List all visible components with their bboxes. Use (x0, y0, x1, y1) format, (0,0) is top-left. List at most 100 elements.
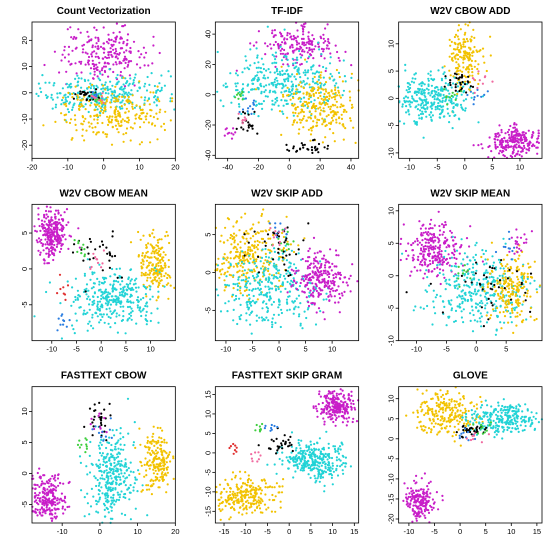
data-point (253, 111, 255, 113)
data-point (112, 63, 114, 65)
data-point (247, 83, 249, 85)
data-point (446, 246, 448, 248)
x-tick-label: 0 (277, 345, 281, 354)
data-point (114, 113, 116, 115)
data-point (460, 44, 462, 46)
data-point (94, 291, 96, 293)
data-point (296, 29, 298, 31)
data-point (434, 224, 436, 226)
data-point (481, 147, 483, 149)
data-point (468, 292, 470, 294)
data-point (466, 277, 468, 279)
data-point (139, 126, 141, 128)
data-point (77, 240, 79, 242)
data-point (61, 244, 63, 246)
data-point (312, 292, 314, 294)
data-point (58, 318, 60, 320)
data-point (341, 292, 343, 294)
data-point (128, 287, 130, 289)
data-point (322, 34, 324, 36)
data-point (100, 88, 102, 90)
data-point (442, 273, 444, 275)
data-point (111, 39, 113, 41)
data-point (50, 216, 52, 218)
data-point (409, 275, 411, 277)
data-point (312, 126, 314, 128)
data-point (404, 64, 406, 66)
data-point (123, 141, 125, 143)
data-point (95, 312, 97, 314)
data-point (412, 249, 414, 251)
data-point (249, 303, 251, 305)
data-point (292, 88, 294, 90)
data-point (484, 307, 486, 309)
data-point (99, 73, 101, 75)
data-point (281, 70, 283, 72)
data-point (489, 273, 491, 275)
data-point (108, 54, 110, 56)
data-point (431, 108, 433, 110)
data-point (112, 285, 114, 287)
data-point (73, 103, 75, 105)
data-point (278, 235, 280, 237)
data-point (216, 268, 218, 270)
data-point (471, 97, 473, 99)
data-point (125, 132, 127, 134)
data-point (480, 312, 482, 314)
data-point (122, 60, 124, 62)
data-point (474, 290, 476, 292)
data-point (452, 244, 454, 246)
data-point (534, 261, 536, 263)
data-point (535, 147, 537, 149)
y-tick-label: 10 (20, 62, 29, 70)
data-point (316, 125, 318, 127)
data-point (307, 51, 309, 53)
data-point (265, 253, 267, 255)
data-point (287, 80, 289, 82)
data-point (451, 232, 453, 234)
data-point (117, 281, 119, 283)
data-point (302, 258, 304, 260)
data-point (112, 230, 114, 232)
data-point (102, 269, 104, 271)
data-point (499, 311, 501, 313)
y-tick-label: -10 (20, 114, 29, 125)
data-point (45, 217, 47, 219)
data-point (503, 322, 505, 324)
data-point (264, 42, 266, 44)
data-point (96, 42, 98, 44)
data-point (87, 79, 89, 81)
data-point (65, 71, 67, 73)
data-point (314, 259, 316, 261)
data-point (80, 249, 82, 251)
data-point (281, 59, 283, 61)
data-point (319, 106, 321, 108)
data-point (311, 129, 313, 131)
data-point (124, 292, 126, 294)
data-point (324, 96, 326, 98)
data-point (241, 250, 243, 252)
data-point (137, 296, 139, 298)
data-point (112, 290, 114, 292)
data-point (140, 315, 142, 317)
data-point (529, 296, 531, 298)
data-point (344, 51, 346, 53)
data-point (472, 86, 474, 88)
data-point (254, 251, 256, 253)
data-point (134, 84, 136, 86)
data-point (150, 243, 152, 245)
data-point (536, 288, 538, 290)
data-point (245, 319, 247, 321)
data-point (446, 283, 448, 285)
data-point (295, 253, 297, 255)
data-point (455, 86, 457, 88)
data-point (287, 87, 289, 89)
data-point (448, 70, 450, 72)
data-point (64, 94, 66, 96)
data-point (309, 140, 311, 142)
data-point (263, 86, 265, 88)
data-point (292, 105, 294, 107)
data-point (286, 233, 288, 235)
data-point (426, 276, 428, 278)
data-point (292, 240, 294, 242)
